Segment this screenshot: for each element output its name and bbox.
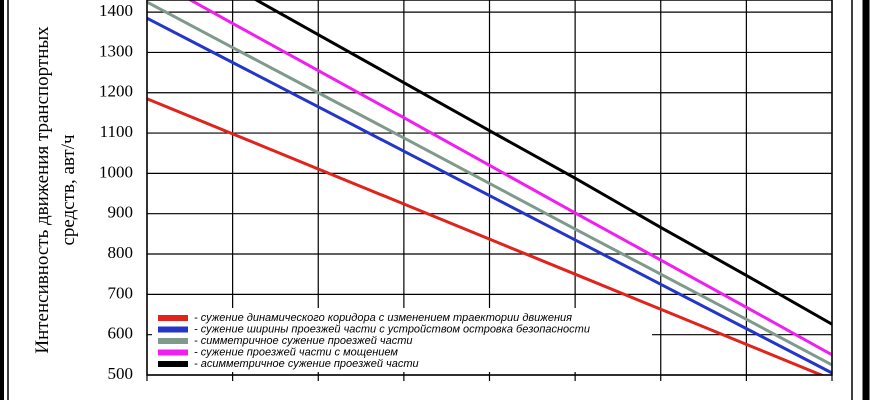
legend-label: - симметричное сужение проезжей части (194, 335, 412, 347)
y-axis-label: Интенсивность движения транспортных (32, 26, 53, 354)
y-tick-label: 1200 (99, 82, 133, 101)
legend-label: - асимметричное сужение проезжей части (194, 358, 419, 370)
y-tick-label: 800 (108, 243, 134, 262)
y-tick-label: 1300 (99, 41, 133, 60)
data-line (147, 97, 826, 375)
y-tick-label: 700 (108, 283, 134, 302)
legend-label: - сужение ширины проезжей части с устрой… (194, 323, 590, 335)
y-tick-label: 1400 (99, 1, 133, 20)
y-tick-label: 1100 (100, 122, 133, 141)
legend-label: - сужение проезжей части с мощением (194, 346, 398, 358)
plot-frame (146, 0, 833, 376)
y-tick-label: 1000 (99, 162, 133, 181)
legend-swatch (158, 315, 188, 321)
legend-swatch (158, 326, 188, 333)
legend-swatch (158, 361, 188, 367)
legend-swatch (158, 338, 188, 344)
legend-swatch (158, 349, 188, 356)
y-tick-label: 600 (108, 324, 134, 343)
y-tick-label: 900 (108, 203, 134, 222)
data-line (147, 16, 832, 375)
y-tick-label: 500 (108, 364, 134, 383)
y-axis-label: средств, авт/ч (58, 134, 79, 246)
data-line (187, 0, 832, 357)
data-line (147, 0, 832, 367)
legend (152, 308, 652, 372)
data-line (253, 0, 832, 326)
legend-label: - сужение динамического коридора с измен… (194, 312, 572, 324)
